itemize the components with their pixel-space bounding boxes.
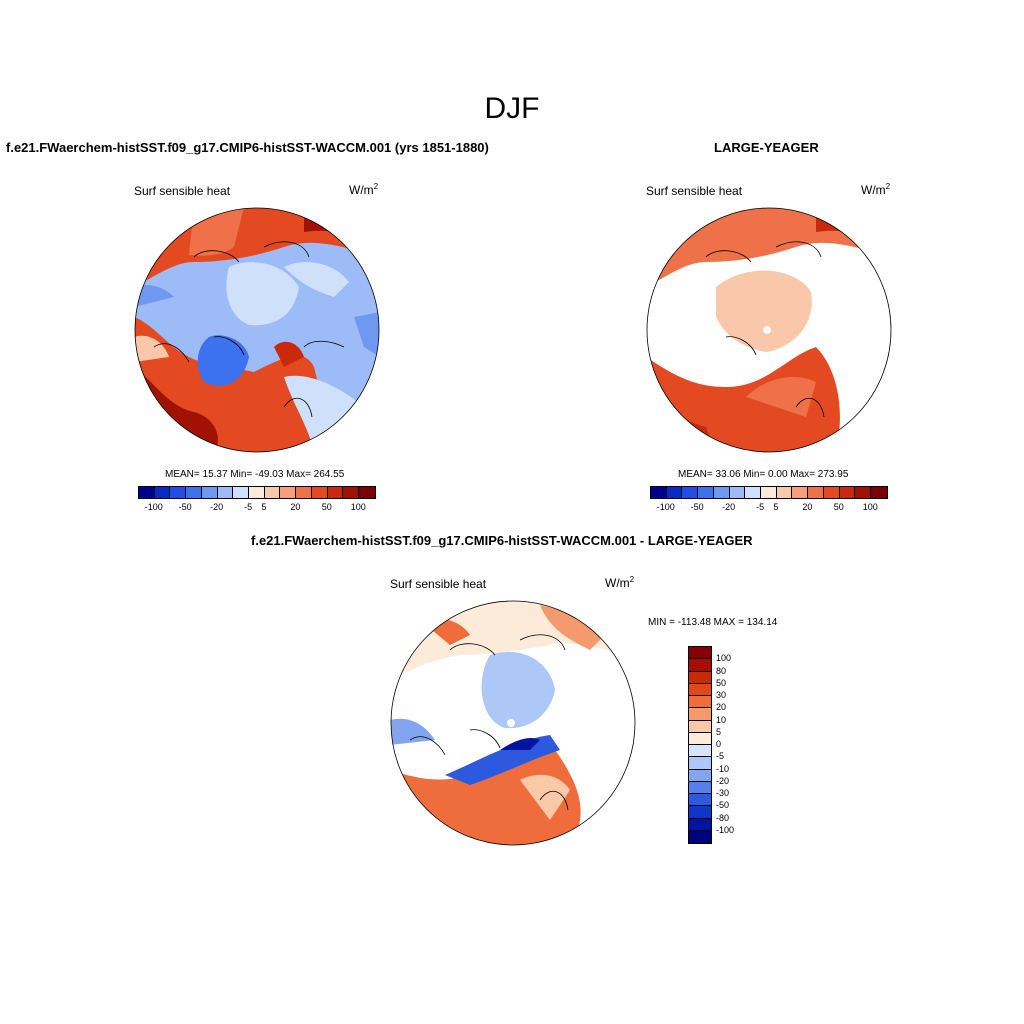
colorbar-swatch [280, 487, 297, 498]
colorbar-swatch [871, 487, 887, 498]
figure-title: DJF [484, 92, 540, 125]
colorbar-tick-label: -80 [716, 812, 730, 823]
panel-3-units-label: W/m2 [605, 575, 635, 590]
colorbar-tick-label: 50 [716, 677, 727, 688]
panel-1-polar-map [134, 207, 380, 453]
panel-1-stats: MEAN= 15.37 Min= -49.03 Max= 264.55 [165, 469, 345, 480]
panel-2-polar-map [646, 207, 892, 453]
colorbar-tick-label: 10 [716, 714, 727, 725]
colorbar-swatch [689, 696, 711, 709]
colorbar-swatch [776, 487, 793, 498]
colorbar-swatch [689, 659, 711, 672]
colorbar-swatch [296, 487, 312, 498]
colorbar-tick-label: 20 [290, 502, 301, 512]
colorbar-swatch [689, 720, 711, 733]
panel-2-colorbar [650, 486, 888, 499]
panel-2-variable-label: Surf sensible heat [646, 184, 743, 198]
colorbar-tick-label: -50 [178, 502, 192, 512]
panel-2-title: LARGE-YEAGER [714, 140, 819, 155]
colorbar-swatch [761, 487, 777, 498]
colorbar-tick-label: 5 [261, 502, 267, 512]
colorbar-swatch [359, 487, 375, 498]
colorbar-swatch [170, 487, 187, 498]
colorbar-tick-label: 0 [716, 739, 722, 749]
colorbar-tick-label: -5 [716, 751, 725, 762]
colorbar-swatch [823, 487, 840, 498]
panel-1-units-label: W/m2 [349, 182, 379, 197]
colorbar-tick-label: 20 [716, 702, 727, 713]
colorbar-swatch [729, 487, 746, 498]
colorbar-swatch [713, 487, 730, 498]
panel-1-title: f.e21.FWaerchem-histSST.f09_g17.CMIP6-hi… [6, 140, 489, 155]
colorbar-swatch [689, 781, 711, 794]
colorbar-swatch [154, 487, 171, 498]
colorbar-tick-label: 100 [862, 502, 878, 512]
colorbar-tick-label: 50 [321, 502, 332, 512]
colorbar-swatch [689, 794, 711, 807]
colorbar-tick-label: 50 [833, 502, 844, 512]
panel-3-variable-label: Surf sensible heat [390, 577, 487, 591]
colorbar-tick-label: -100 [716, 824, 735, 835]
colorbar-swatch [689, 732, 711, 745]
colorbar-swatch [855, 487, 872, 498]
colorbar-swatch [651, 487, 667, 498]
panel-1-colorbar [138, 486, 376, 499]
colorbar-swatch [689, 745, 711, 758]
colorbar-tick-label: -30 [716, 788, 730, 798]
colorbar-tick-label: 5 [773, 502, 779, 512]
colorbar-swatch [745, 487, 762, 498]
colorbar-tick-label: -50 [716, 800, 730, 811]
colorbar-tick-label: -20 [716, 775, 730, 786]
colorbar-tick-label: 100 [350, 502, 366, 512]
colorbar-tick-label: 30 [716, 690, 727, 700]
colorbar-tick-label: -50 [690, 502, 704, 512]
colorbar-tick-label: 20 [802, 502, 813, 512]
colorbar-tick-label: -100 [656, 502, 675, 512]
panel-1-variable-label: Surf sensible heat [134, 184, 231, 198]
colorbar-swatch [689, 818, 711, 831]
colorbar-tick-label: -100 [144, 502, 163, 512]
colorbar-tick-label: -10 [716, 763, 730, 774]
colorbar-swatch [689, 647, 711, 660]
colorbar-swatch [689, 769, 711, 782]
colorbar-swatch [217, 487, 234, 498]
colorbar-tick-label: -20 [722, 502, 736, 512]
colorbar-tick-label: -5 [756, 502, 765, 512]
colorbar-swatch [689, 671, 711, 684]
colorbar-swatch [139, 487, 155, 498]
panel-3-stats: MIN = -113.48 MAX = 134.14 [648, 617, 778, 628]
colorbar-swatch [264, 487, 281, 498]
panel-3-polar-map [390, 600, 636, 846]
colorbar-tick-label: -20 [210, 502, 224, 512]
colorbar-tick-label: 5 [716, 726, 722, 737]
colorbar-swatch [682, 487, 699, 498]
panel-2-stats: MEAN= 33.06 Min= 0.00 Max= 273.95 [678, 469, 849, 480]
colorbar-swatch [689, 683, 711, 696]
colorbar-tick-label: 100 [716, 653, 732, 664]
colorbar-swatch [792, 487, 809, 498]
panel-3-title: f.e21.FWaerchem-histSST.f09_g17.CMIP6-hi… [251, 533, 753, 548]
colorbar-swatch [666, 487, 683, 498]
colorbar-swatch [201, 487, 218, 498]
colorbar-swatch [343, 487, 360, 498]
colorbar-swatch [689, 708, 711, 721]
colorbar-tick-label: 80 [716, 665, 727, 676]
colorbar-swatch [233, 487, 250, 498]
colorbar-swatch [689, 830, 711, 843]
colorbar-swatch [327, 487, 344, 498]
colorbar-swatch [698, 487, 714, 498]
colorbar-swatch [186, 487, 202, 498]
colorbar-swatch [249, 487, 265, 498]
colorbar-swatch [689, 757, 711, 770]
colorbar-tick-label: -5 [244, 502, 253, 512]
colorbar-swatch [311, 487, 328, 498]
colorbar-swatch [808, 487, 824, 498]
colorbar-swatch [839, 487, 856, 498]
panel-3-colorbar [688, 646, 712, 844]
colorbar-swatch [689, 806, 711, 819]
panel-2-units-label: W/m2 [861, 182, 891, 197]
